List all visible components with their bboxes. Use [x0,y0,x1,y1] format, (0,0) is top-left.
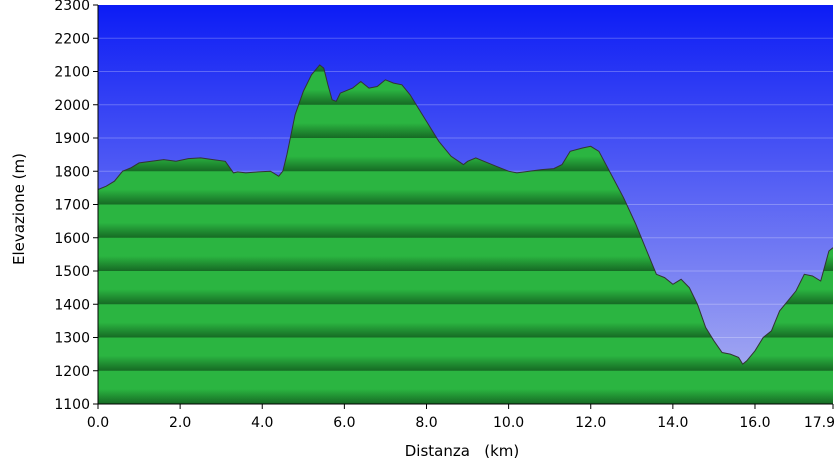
y-tick-label: 2200 [54,31,90,47]
y-tick-label: 1400 [54,297,90,313]
x-tick-label: 8.0 [415,415,437,431]
x-tick-label: 17.9 [804,415,835,431]
x-tick-label: 6.0 [333,415,355,431]
x-tick-labels: 0.0 2.0 4.0 6.0 8.0 10.0 12.0 14.0 16.0 17.9 [87,404,835,431]
x-tick-label: 14.0 [657,415,688,431]
y-tick-label: 2100 [54,65,90,81]
y-axis-title: Elevazione (m) [10,153,28,265]
y-tick-label: 2300 [54,0,90,14]
y-tick-labels: 1100 1200 1300 1400 1500 1600 1700 1800 1900 2000… [54,0,98,413]
x-tick-label: 2.0 [169,415,191,431]
y-tick-label: 1100 [54,397,90,413]
y-tick-label: 1900 [54,131,90,147]
y-tick-label: 1600 [54,231,90,247]
y-tick-label: 1500 [54,264,90,280]
x-tick-label: 10.0 [493,415,524,431]
fill-band [98,337,833,371]
y-tick-label: 1300 [54,331,90,347]
x-tick-label: 4.0 [251,415,273,431]
y-tick-label: 2000 [54,98,90,114]
y-tick-label: 1700 [54,198,90,214]
elevation-line [98,64,833,365]
fill-band [98,370,833,404]
y-tick-label: 1200 [54,364,90,380]
x-tick-label: 16.0 [739,415,770,431]
x-tick-label: 0.0 [87,415,109,431]
x-axis-title: Distanza (km) [405,442,520,460]
y-tick-label: 1800 [54,164,90,180]
x-tick-label: 12.0 [575,415,606,431]
